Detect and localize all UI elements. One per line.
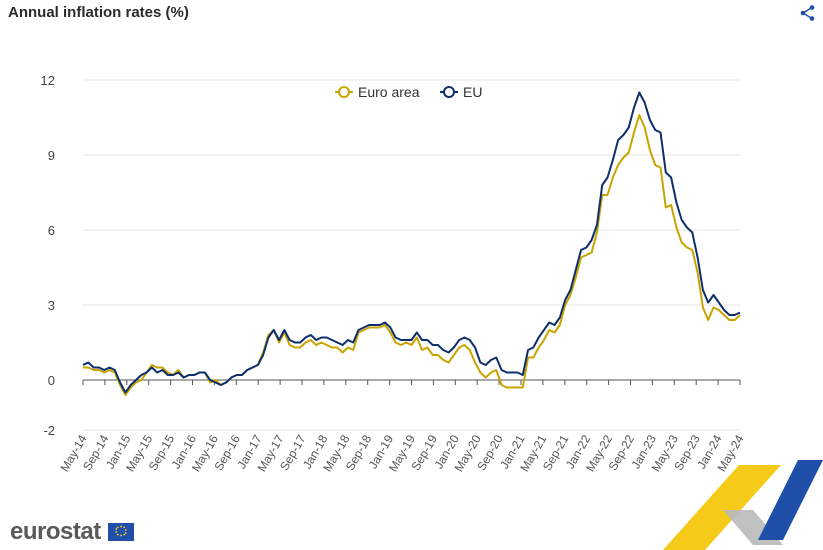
series-line-eu (82, 91, 741, 394)
y-tick-label: 12 (41, 73, 55, 88)
share-icon[interactable] (799, 4, 817, 22)
y-tick-label: 6 (48, 223, 55, 238)
series-line-euro-area (83, 114, 741, 396)
decorative-corner-graphic (663, 460, 823, 550)
legend-marker (338, 86, 350, 98)
eu-flag-icon (108, 523, 135, 541)
eurostat-logo[interactable]: eurostat (10, 518, 135, 545)
legend-label: EU (463, 84, 482, 100)
y-tick-label: 9 (48, 148, 55, 163)
legend-marker (443, 86, 455, 98)
y-tick-label: 0 (48, 373, 55, 388)
legend-label: Euro area (358, 84, 420, 100)
brand-name: eurostat (10, 518, 101, 545)
y-tick-label: -2 (43, 423, 55, 438)
y-tick-label: 3 (48, 298, 55, 313)
chart-title: Annual inflation rates (%) (8, 4, 189, 21)
